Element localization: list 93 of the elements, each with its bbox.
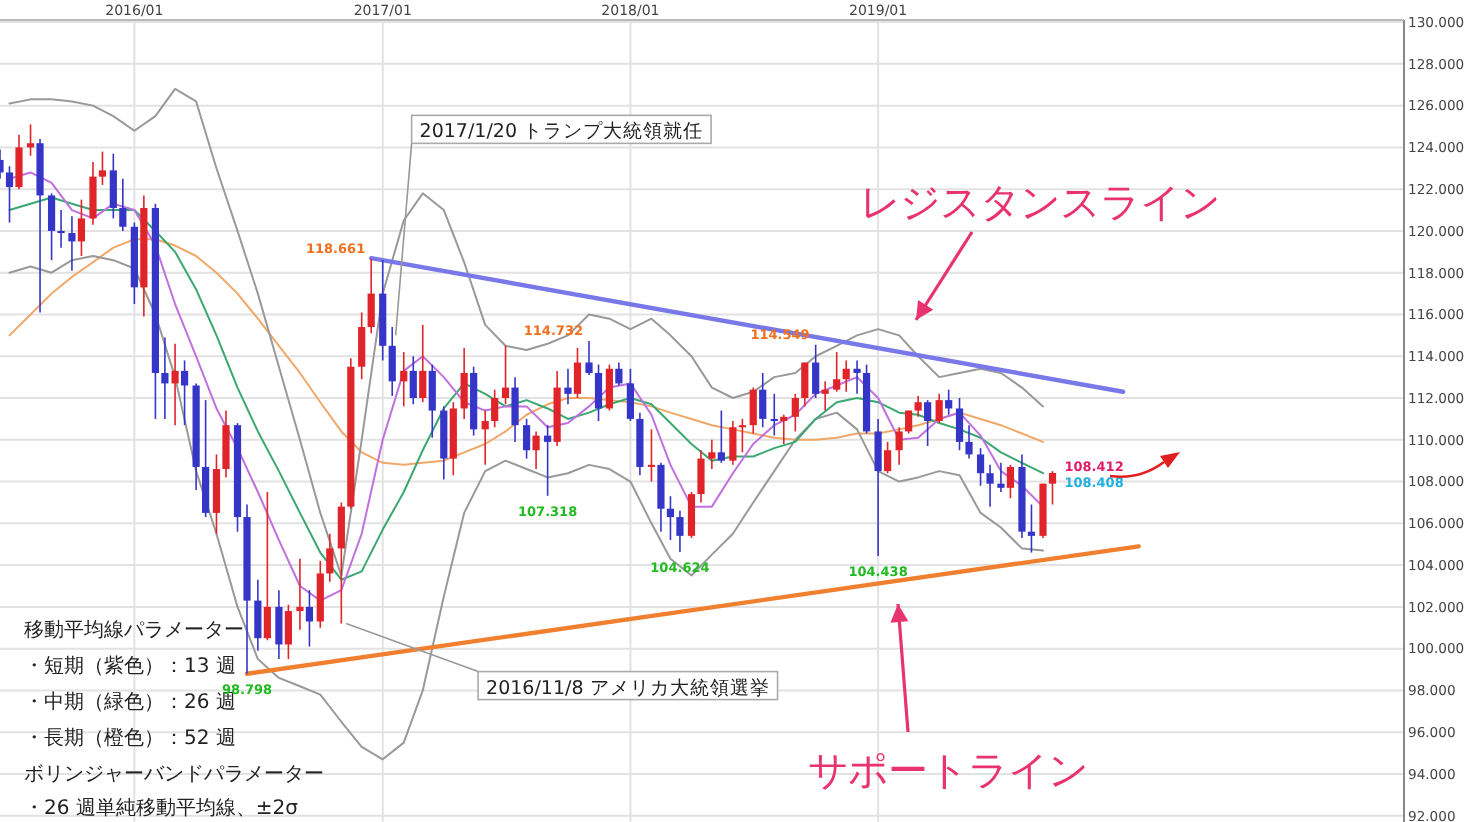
candlestick (997, 461, 1005, 493)
candlestick (501, 345, 510, 406)
annotation: ・26 週単純移動平均線、±2σ (24, 796, 300, 820)
candlestick (119, 177, 127, 232)
candlestick (883, 441, 892, 475)
candlestick (460, 347, 468, 420)
candlestick (337, 501, 345, 625)
candlestick (89, 161, 97, 226)
candlestick (544, 424, 552, 497)
candlestick (853, 359, 861, 395)
candlestick (749, 386, 757, 435)
candlestick (965, 424, 973, 460)
candlestick (532, 430, 540, 470)
candlestick (821, 380, 829, 412)
candlestick (986, 464, 994, 508)
candlestick (935, 393, 943, 424)
candlestick (68, 215, 76, 272)
candlestick (522, 418, 531, 460)
candlestick (594, 363, 603, 422)
candlestick (833, 351, 841, 393)
candlestick (564, 367, 572, 406)
candlestick (687, 491, 696, 539)
candlestick (842, 359, 850, 393)
candlestick (511, 376, 519, 443)
candlestick (98, 150, 107, 186)
candlestick (254, 578, 262, 652)
annotation: ボリンジャーバンドパラメーター (24, 764, 324, 786)
annotation: ・長期（橙色）：52 週 (24, 726, 236, 750)
candlestick (367, 258, 375, 335)
candlestick (697, 449, 705, 504)
candlestick (647, 428, 656, 483)
annotation: ・短期（紫色）：13 週 (24, 654, 236, 678)
candlestick (738, 418, 746, 454)
candlestick (666, 495, 675, 541)
candlestick (305, 589, 314, 648)
candlestick (275, 589, 283, 660)
candlestick (717, 409, 725, 464)
candlestick (296, 558, 304, 631)
candlestick (409, 355, 417, 406)
candlestick (326, 532, 334, 583)
candlestick (212, 453, 221, 535)
candlestick (15, 134, 23, 190)
candlestick (914, 395, 922, 418)
candlestick (759, 372, 767, 429)
candlestick (222, 409, 230, 479)
candlestick (1027, 503, 1036, 554)
candlestick (202, 399, 210, 518)
candlestick (400, 351, 408, 408)
annotation: 移動平均線パラメーター (24, 618, 244, 642)
candlestick (780, 413, 788, 445)
candlestick (26, 123, 35, 157)
candlestick (5, 165, 14, 224)
candlestick (955, 397, 964, 452)
candlestick (358, 311, 366, 381)
annotation: レジスタンスライン (860, 178, 1220, 226)
candlestick (708, 439, 716, 470)
candlestick (605, 363, 613, 412)
candlestick (812, 343, 820, 399)
candlestick (57, 209, 65, 249)
candlestick (180, 359, 189, 426)
candlestick (263, 491, 271, 642)
candlestick (109, 152, 117, 220)
candlestick (481, 409, 489, 466)
candlestick (895, 426, 903, 466)
candlestick (1048, 470, 1057, 506)
candlestick (161, 336, 169, 420)
candlestick (770, 393, 778, 437)
candlestick (573, 347, 582, 399)
candlestick (791, 393, 799, 433)
candlestick (428, 363, 436, 439)
candlestick (729, 420, 737, 466)
annotation: サポートライン (808, 746, 1088, 794)
candlestick (615, 361, 623, 387)
annotation: 2017/1/20 トランプ大統領就任 (419, 119, 704, 144)
note: 2016/11/8 アメリカ大統領選挙 (345, 622, 779, 701)
candlestick (657, 461, 665, 533)
candlestick (976, 447, 985, 487)
candlestick (47, 192, 56, 261)
candlestick (388, 326, 396, 397)
candlestick (801, 361, 809, 408)
candlestick (874, 418, 882, 557)
candlestick (585, 340, 593, 376)
candlestick (1006, 464, 1015, 500)
candlestick (626, 367, 635, 422)
candlestick (419, 324, 427, 403)
candlestick (491, 388, 499, 429)
candlestick (924, 399, 932, 447)
candlestick (676, 510, 684, 553)
candlestick (171, 342, 179, 426)
annotation: 2016/11/8 アメリカ大統領選挙 (486, 675, 770, 700)
candlestick (945, 388, 953, 416)
candlestick (284, 603, 292, 660)
candlestick (77, 198, 86, 257)
